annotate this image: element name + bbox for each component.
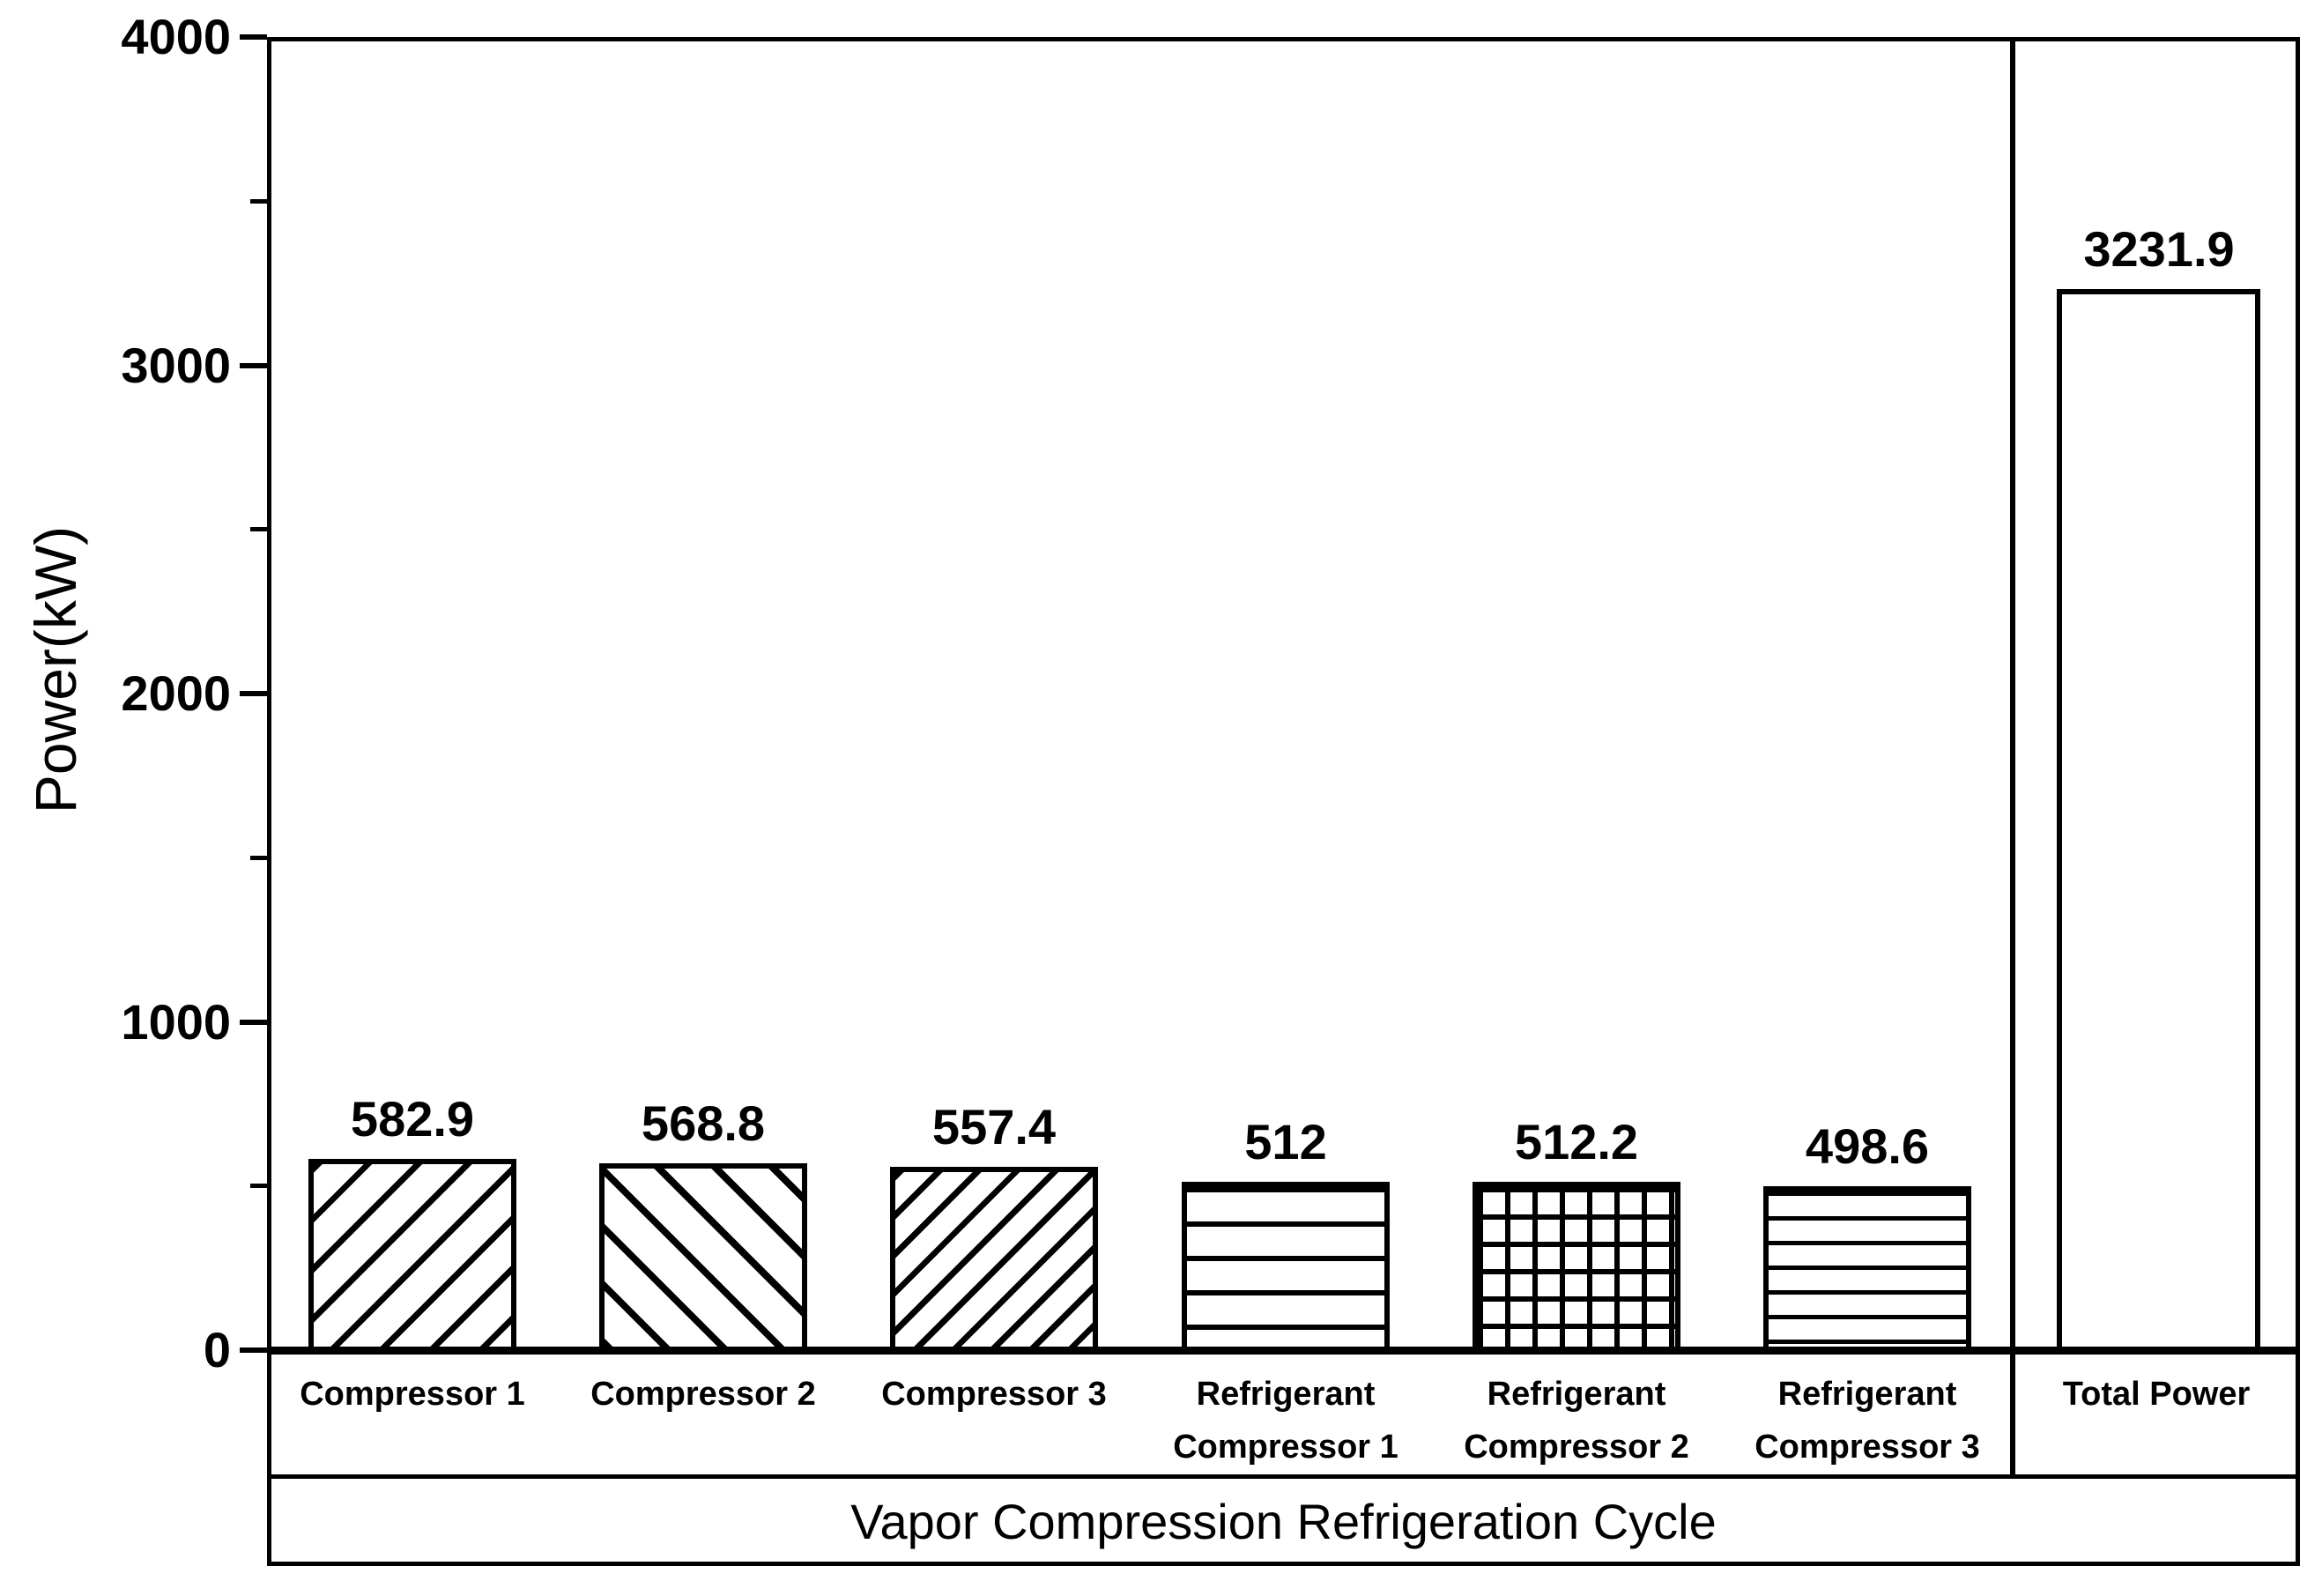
y-tick-label: 3000 [121, 338, 231, 393]
bar-value-label: 512 [1244, 1114, 1327, 1169]
category-separator-line [267, 1474, 2300, 1479]
y-tick-major [240, 691, 267, 696]
bar-value-label: 498.6 [1805, 1118, 1930, 1174]
y-tick-label: 2000 [121, 665, 231, 721]
bar [1763, 1186, 1971, 1354]
y-tick-major [240, 363, 267, 368]
bar-category-label: Compressor 1 [300, 1376, 525, 1413]
y-tick-major [240, 1020, 267, 1025]
bar-value-label: 3231.9 [2083, 221, 2235, 277]
bar-category-label: Compressor 2 [590, 1376, 816, 1413]
y-tick-major [240, 1347, 267, 1353]
panel-divider [2010, 37, 2015, 1479]
bar-category-label: Refrigerant Compressor 1 [1173, 1376, 1398, 1466]
bar [1473, 1182, 1680, 1354]
y-tick-label: 4000 [121, 9, 231, 64]
bar-category-label: Refrigerant Compressor 2 [1464, 1376, 1689, 1466]
y-tick-minor [250, 527, 267, 531]
bar-value-label: 568.8 [641, 1095, 766, 1151]
y-tick-label: 1000 [121, 994, 231, 1050]
x-axis-line [267, 1347, 2300, 1355]
bar [2057, 289, 2260, 1354]
bar-category-label: Total Power [2062, 1376, 2251, 1413]
bar-value-label: 582.9 [350, 1091, 475, 1147]
plot-frame [267, 37, 2300, 1566]
x-axis-title-strip: Vapor Compression Refrigeration Cycle [271, 1481, 2296, 1562]
y-tick-minor [250, 856, 267, 860]
y-tick-major [240, 34, 267, 40]
x-axis-title: Vapor Compression Refrigeration Cycle [850, 1493, 1717, 1549]
bar-category-label: Compressor 3 [881, 1376, 1107, 1413]
bar [890, 1167, 1098, 1354]
bar-category-label: Refrigerant Compressor 3 [1754, 1376, 1980, 1466]
y-tick-minor [250, 199, 267, 204]
y-tick-label: 0 [203, 1322, 231, 1377]
y-tick-minor [250, 1184, 267, 1188]
bar [308, 1159, 516, 1354]
bar-value-label: 512.2 [1514, 1114, 1639, 1169]
bar-value-label: 557.4 [931, 1099, 1057, 1154]
